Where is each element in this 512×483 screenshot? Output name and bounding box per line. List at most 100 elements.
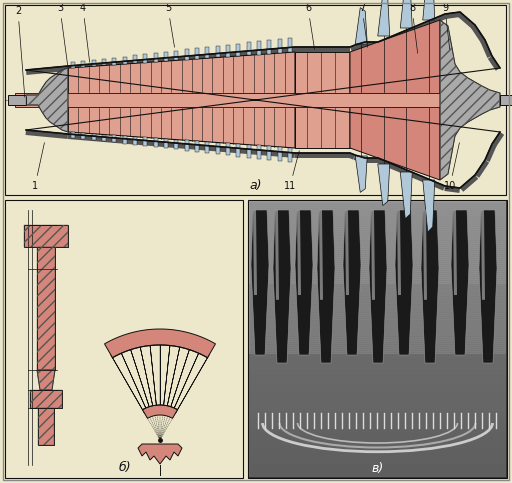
Polygon shape: [133, 56, 137, 63]
Polygon shape: [295, 210, 313, 355]
Polygon shape: [400, 0, 412, 28]
Polygon shape: [297, 210, 301, 295]
Polygon shape: [423, 210, 427, 300]
Polygon shape: [205, 47, 209, 58]
Polygon shape: [457, 12, 475, 29]
Polygon shape: [295, 153, 350, 158]
Polygon shape: [253, 210, 257, 295]
Polygon shape: [355, 42, 367, 50]
Polygon shape: [175, 140, 178, 149]
Polygon shape: [317, 210, 335, 363]
Polygon shape: [154, 138, 158, 147]
Polygon shape: [350, 20, 440, 180]
Polygon shape: [345, 210, 349, 295]
Polygon shape: [278, 147, 282, 161]
Polygon shape: [479, 210, 497, 363]
Bar: [249, 201, 506, 477]
Polygon shape: [421, 210, 439, 363]
Text: б): б): [119, 461, 131, 474]
Polygon shape: [343, 210, 361, 355]
Polygon shape: [68, 47, 295, 71]
Polygon shape: [445, 12, 461, 19]
Polygon shape: [481, 210, 485, 300]
Text: 9: 9: [442, 3, 450, 49]
Polygon shape: [288, 38, 292, 52]
Polygon shape: [378, 0, 390, 36]
Polygon shape: [163, 341, 170, 410]
Polygon shape: [236, 144, 240, 156]
Text: в): в): [371, 462, 383, 475]
Polygon shape: [267, 146, 271, 160]
Polygon shape: [195, 48, 199, 59]
Bar: [248, 200, 507, 478]
Polygon shape: [488, 56, 500, 71]
Polygon shape: [400, 172, 412, 219]
Polygon shape: [350, 45, 357, 52]
Polygon shape: [247, 43, 250, 55]
Text: 4: 4: [80, 3, 90, 62]
Polygon shape: [68, 134, 295, 158]
Polygon shape: [295, 52, 350, 148]
Polygon shape: [295, 47, 350, 52]
Polygon shape: [164, 139, 168, 148]
Polygon shape: [355, 8, 367, 44]
Polygon shape: [164, 52, 168, 61]
Polygon shape: [371, 210, 375, 300]
Polygon shape: [30, 390, 62, 408]
Polygon shape: [423, 0, 435, 20]
Polygon shape: [143, 54, 147, 62]
Polygon shape: [175, 354, 210, 413]
Polygon shape: [378, 164, 390, 206]
Polygon shape: [123, 57, 127, 64]
Polygon shape: [378, 14, 447, 47]
Polygon shape: [26, 68, 68, 132]
Polygon shape: [475, 160, 489, 178]
Polygon shape: [24, 225, 68, 247]
Polygon shape: [376, 158, 445, 191]
Polygon shape: [273, 210, 291, 363]
Polygon shape: [173, 349, 201, 412]
Polygon shape: [110, 354, 145, 413]
Polygon shape: [485, 144, 497, 162]
Polygon shape: [319, 210, 323, 300]
Bar: [249, 201, 506, 354]
Polygon shape: [444, 186, 460, 193]
Bar: [5, 5, 506, 195]
Polygon shape: [104, 329, 216, 358]
Polygon shape: [154, 53, 158, 62]
Polygon shape: [139, 342, 154, 410]
Polygon shape: [251, 210, 269, 355]
Polygon shape: [113, 57, 116, 65]
Polygon shape: [150, 341, 157, 410]
Polygon shape: [226, 45, 230, 57]
Polygon shape: [348, 153, 355, 160]
Polygon shape: [142, 405, 178, 418]
Polygon shape: [278, 39, 282, 53]
Polygon shape: [71, 62, 75, 68]
Polygon shape: [423, 180, 435, 232]
Polygon shape: [480, 40, 492, 58]
Polygon shape: [26, 130, 68, 139]
Polygon shape: [92, 60, 96, 66]
Polygon shape: [247, 145, 250, 157]
Polygon shape: [453, 210, 457, 295]
Text: 10: 10: [444, 142, 459, 191]
Polygon shape: [354, 155, 365, 163]
Polygon shape: [175, 51, 178, 60]
Bar: [249, 201, 506, 284]
Polygon shape: [216, 142, 220, 154]
Text: а): а): [250, 179, 262, 192]
Bar: [500, 95, 512, 105]
Polygon shape: [102, 135, 106, 141]
Polygon shape: [355, 156, 367, 192]
Text: 8: 8: [409, 3, 418, 53]
Polygon shape: [185, 141, 188, 151]
Text: 1: 1: [32, 142, 45, 191]
Bar: [5, 200, 243, 478]
Polygon shape: [133, 137, 137, 145]
Bar: [8, 95, 26, 105]
Polygon shape: [395, 210, 413, 355]
Polygon shape: [451, 210, 469, 355]
Polygon shape: [205, 142, 209, 153]
Text: 11: 11: [284, 151, 300, 191]
